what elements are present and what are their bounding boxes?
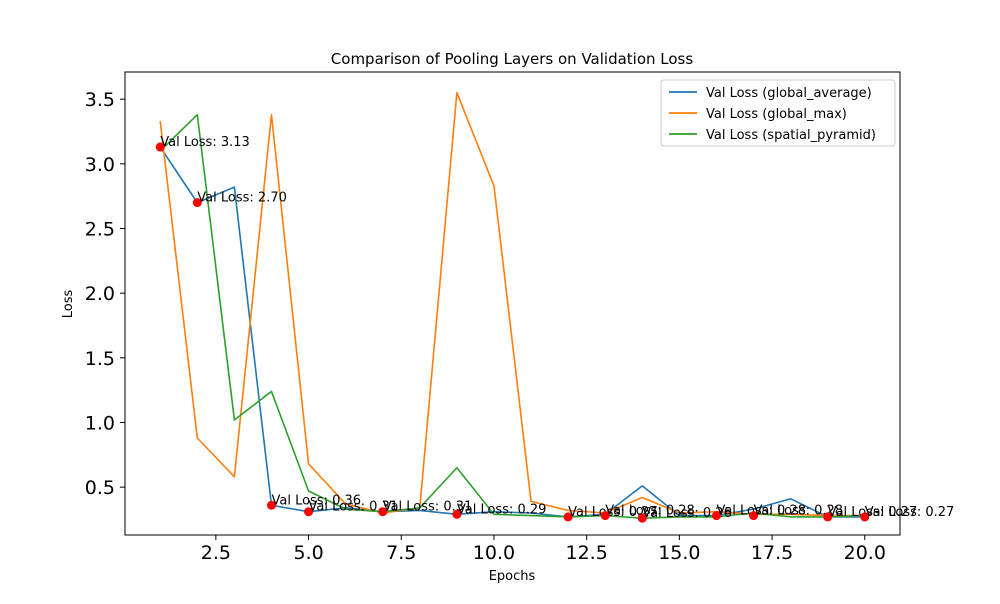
loss-marker bbox=[304, 507, 314, 517]
annotation-label: Val Loss: 0.27 bbox=[828, 505, 918, 520]
annotation-label: Val Loss: 0.27 bbox=[865, 505, 955, 520]
x-tick-label: 7.5 bbox=[386, 542, 416, 564]
loss-marker bbox=[860, 512, 870, 522]
y-tick-label: 1.5 bbox=[85, 348, 115, 370]
annotation-label: Val Loss: 0.28 bbox=[605, 504, 695, 519]
chart-title: Comparison of Pooling Layers on Validati… bbox=[331, 50, 694, 68]
loss-marker bbox=[155, 142, 165, 152]
x-tick-label: 5.0 bbox=[293, 542, 323, 564]
legend-label: Val Loss (spatial_pyramid) bbox=[706, 128, 876, 143]
x-tick-label: 12.5 bbox=[566, 542, 608, 564]
loss-marker bbox=[452, 509, 462, 519]
loss-marker bbox=[749, 511, 759, 521]
x-axis: 2.5 5.0 7.5 10.0 12.5 15.0 17.5 20.0 bbox=[201, 535, 886, 564]
series-line-0 bbox=[159, 146, 865, 518]
loss-marker bbox=[192, 198, 202, 208]
x-tick-label: 2.5 bbox=[201, 542, 231, 564]
x-tick-label: 20.0 bbox=[844, 542, 886, 564]
legend-label: Val Loss (global_max) bbox=[706, 107, 847, 122]
annotation-label: Val Loss: 0.27 bbox=[568, 505, 658, 520]
y-axis: 0.5 1.0 1.5 2.0 2.5 3.0 3.5 bbox=[85, 89, 125, 499]
annotation-label: Val Loss: 0.31 bbox=[383, 500, 473, 515]
plot-area: Val Loss: 3.13 Val Loss: 2.70 Val Loss: 0.… bbox=[155, 91, 955, 523]
annotation-label: Val Loss: 0.28 bbox=[754, 504, 844, 519]
y-tick-label: 3.0 bbox=[85, 154, 115, 176]
annotation-label: Val Loss: 0.31 bbox=[309, 500, 399, 515]
x-tick-label: 17.5 bbox=[751, 542, 793, 564]
loss-marker bbox=[563, 512, 573, 522]
loss-marker bbox=[711, 511, 721, 521]
y-tick-label: 3.5 bbox=[85, 89, 115, 111]
y-tick-label: 1.0 bbox=[85, 412, 115, 434]
y-tick-label: 2.0 bbox=[85, 283, 115, 305]
y-axis-label: Loss bbox=[61, 290, 76, 319]
loss-marker bbox=[600, 511, 610, 521]
x-axis-label: Epochs bbox=[489, 569, 536, 584]
annotation-label: Val Loss: 2.70 bbox=[197, 191, 287, 206]
series-line-2 bbox=[159, 113, 865, 519]
annotation-label: Val Loss: 0.29 bbox=[457, 502, 547, 517]
legend: Val Loss (global_average) Val Loss (globa… bbox=[660, 79, 896, 147]
loss-marker bbox=[823, 512, 833, 522]
x-tick-label: 15.0 bbox=[658, 542, 700, 564]
loss-marker bbox=[378, 507, 388, 517]
loss-marker bbox=[637, 513, 647, 523]
y-tick-label: 0.5 bbox=[85, 477, 115, 499]
y-tick-label: 2.5 bbox=[85, 218, 115, 240]
loss-marker bbox=[266, 500, 276, 510]
annotation-label: Val Loss: 0.26 bbox=[642, 506, 732, 521]
x-tick-label: 10.0 bbox=[473, 542, 515, 564]
axes-frame bbox=[124, 71, 901, 536]
annotation-label: Val Loss: 3.13 bbox=[160, 135, 250, 150]
legend-box bbox=[660, 79, 896, 147]
annotation-label: Val Loss: 0.28 bbox=[716, 504, 806, 519]
legend-label: Val Loss (global_average) bbox=[706, 86, 872, 101]
annotation-label: Val Loss: 0.36 bbox=[271, 493, 361, 508]
